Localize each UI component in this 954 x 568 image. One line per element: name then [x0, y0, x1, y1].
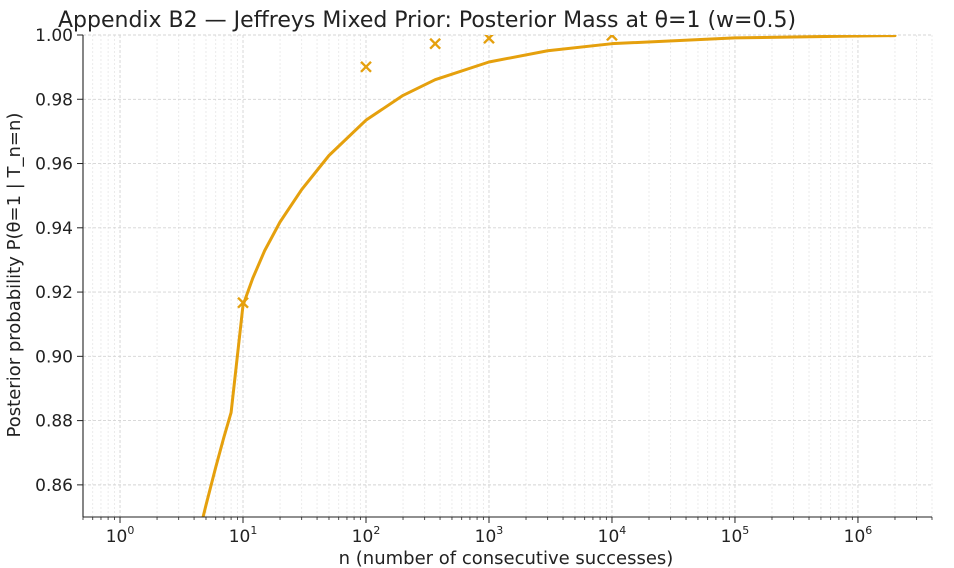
y-tick-label: 0.96 — [35, 155, 73, 175]
x-tick-label: 102 — [352, 524, 381, 547]
x-marker — [360, 60, 372, 73]
x-tick-label: 105 — [721, 524, 750, 547]
x-marker — [237, 296, 249, 309]
y-tick-label: 0.94 — [35, 219, 73, 239]
y-tick-label: 0.92 — [35, 283, 73, 303]
x-marker — [606, 35, 618, 42]
x-marker — [429, 37, 442, 50]
data-layer — [201, 35, 897, 517]
axes: 100 101 102 103 104 105 106 0.86 0.88 0.90 0.92 0.9… — [35, 26, 933, 547]
y-axis-label: Posterior probability P(θ=1 | T_n=n) — [4, 113, 25, 438]
y-tick-label: 0.88 — [35, 412, 73, 432]
x-tick-label: 100 — [106, 524, 135, 547]
posterior-curve — [201, 35, 897, 517]
x-tick-label: 101 — [229, 524, 258, 547]
chart-title: Appendix B2 — Jeffreys Mixed Prior: Post… — [58, 8, 796, 33]
y-tick-label: 0.98 — [35, 90, 73, 110]
x-tick-label: 106 — [844, 524, 873, 547]
x-tick-label: 104 — [598, 524, 627, 547]
y-tick-label: 1.00 — [35, 26, 73, 46]
x-marker — [483, 35, 495, 45]
x-tick-label: 103 — [475, 524, 504, 547]
grid — [82, 34, 933, 517]
y-tick-label: 0.86 — [35, 476, 73, 496]
x-axis-label: n (number of consecutive successes) — [339, 548, 674, 568]
y-tick-label: 0.90 — [35, 347, 73, 367]
